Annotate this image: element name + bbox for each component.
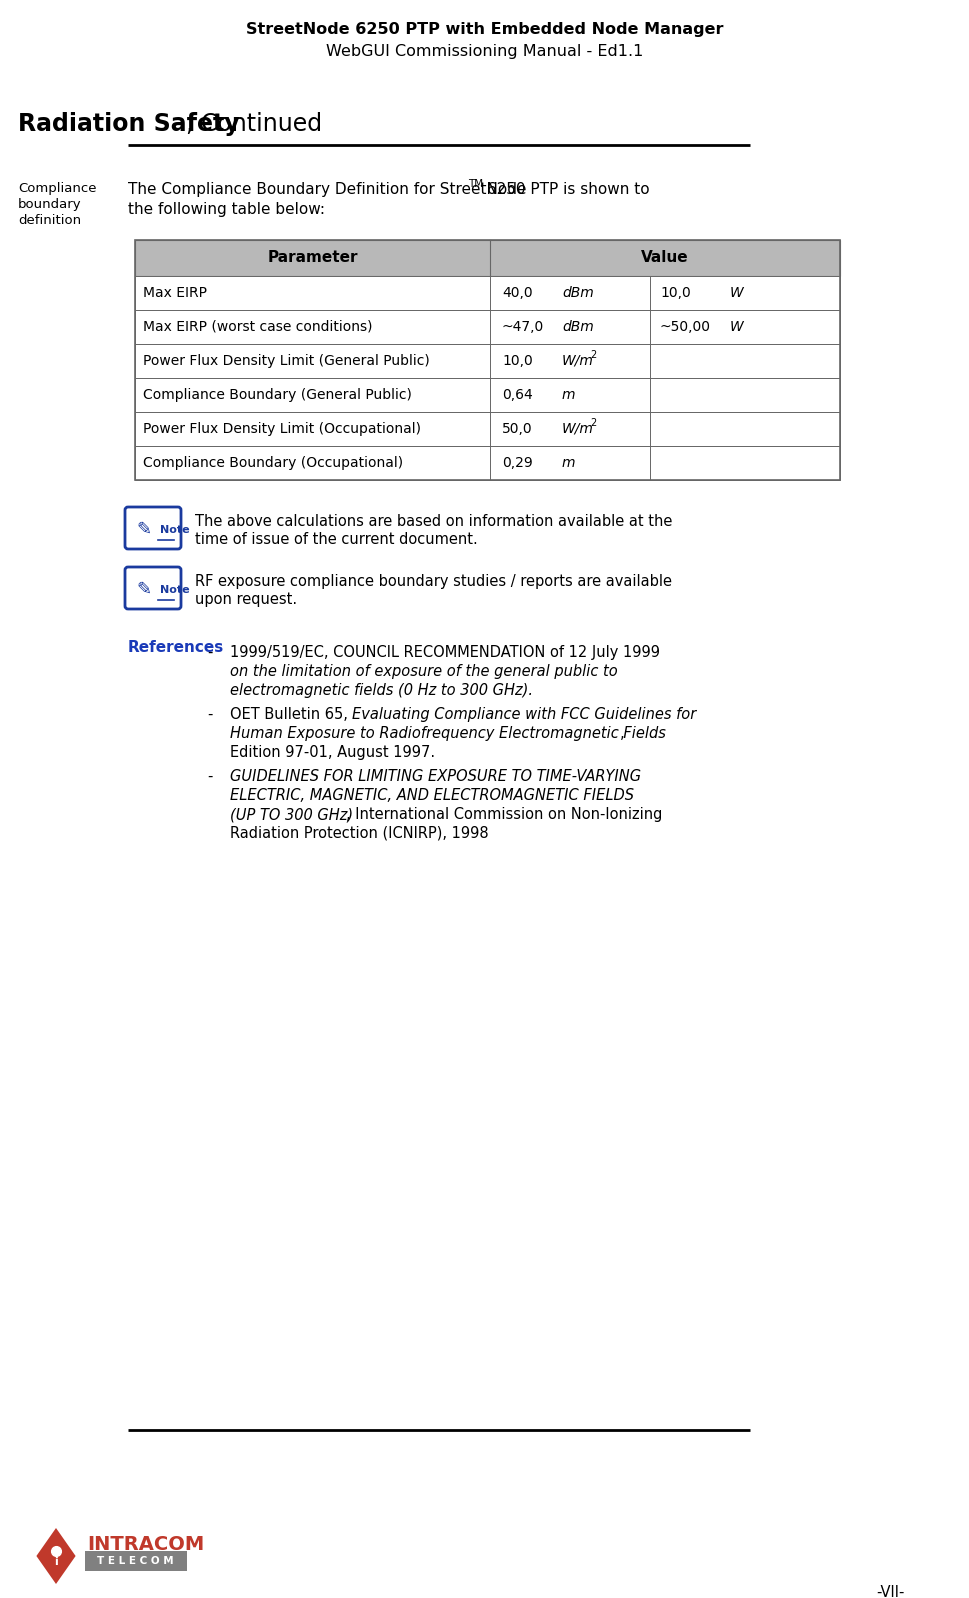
Text: Compliance: Compliance [18, 182, 96, 195]
Text: Parameter: Parameter [267, 251, 358, 265]
Text: References: References [128, 641, 224, 655]
Text: Radiation Safety: Radiation Safety [18, 112, 239, 136]
Text: Max EIRP: Max EIRP [142, 286, 206, 300]
Text: 0,64: 0,64 [502, 388, 532, 403]
Text: m: m [561, 388, 575, 403]
Text: The above calculations are based on information available at the: The above calculations are based on info… [195, 515, 672, 529]
Text: 40,0: 40,0 [502, 286, 532, 300]
Text: W/m: W/m [561, 422, 593, 436]
Text: RF exposure compliance boundary studies / reports are available: RF exposure compliance boundary studies … [195, 574, 672, 590]
Text: 10,0: 10,0 [659, 286, 690, 300]
Text: ~47,0: ~47,0 [502, 320, 544, 334]
Text: -: - [207, 769, 212, 785]
Text: upon request.: upon request. [195, 591, 297, 607]
Text: OET Bulletin 65,: OET Bulletin 65, [230, 706, 352, 722]
FancyBboxPatch shape [135, 240, 839, 276]
Text: 0,29: 0,29 [502, 455, 532, 470]
Text: (UP TO 300 GHz): (UP TO 300 GHz) [230, 807, 353, 821]
FancyBboxPatch shape [135, 379, 839, 412]
Text: m: m [561, 455, 575, 470]
Text: Evaluating Compliance with FCC Guidelines for: Evaluating Compliance with FCC Guideline… [352, 706, 696, 722]
Text: GUIDELINES FOR LIMITING EXPOSURE TO TIME-VARYING: GUIDELINES FOR LIMITING EXPOSURE TO TIME… [230, 769, 641, 785]
Text: -: - [207, 646, 212, 660]
Text: Compliance Boundary (General Public): Compliance Boundary (General Public) [142, 388, 412, 403]
Text: TM: TM [467, 179, 483, 189]
Text: 2: 2 [589, 419, 596, 428]
Text: the following table below:: the following table below: [128, 201, 325, 217]
Text: electromagnetic fields (0 Hz to 300 GHz).: electromagnetic fields (0 Hz to 300 GHz)… [230, 682, 532, 698]
Text: 1999/519/EC, COUNCIL RECOMMENDATION of 12 July 1999: 1999/519/EC, COUNCIL RECOMMENDATION of 1… [230, 646, 659, 660]
Text: ✎: ✎ [137, 521, 151, 539]
FancyBboxPatch shape [125, 567, 181, 609]
Text: ✎: ✎ [137, 582, 151, 599]
FancyBboxPatch shape [135, 412, 839, 446]
Text: ELECTRIC, MAGNETIC, AND ELECTROMAGNETIC FIELDS: ELECTRIC, MAGNETIC, AND ELECTROMAGNETIC … [230, 788, 634, 804]
Text: boundary: boundary [18, 198, 81, 211]
Text: The Compliance Boundary Definition for StreetNode: The Compliance Boundary Definition for S… [128, 182, 526, 197]
Text: StreetNode 6250 PTP with Embedded Node Manager: StreetNode 6250 PTP with Embedded Node M… [246, 22, 723, 37]
Text: W: W [730, 286, 743, 300]
Text: Power Flux Density Limit (General Public): Power Flux Density Limit (General Public… [142, 355, 429, 368]
Text: Radiation Protection (ICNIRP), 1998: Radiation Protection (ICNIRP), 1998 [230, 826, 488, 841]
FancyBboxPatch shape [125, 507, 181, 550]
Text: Note: Note [160, 585, 189, 594]
Text: T E L E C O M: T E L E C O M [97, 1556, 173, 1566]
Text: INTRACOM: INTRACOM [87, 1534, 204, 1553]
Text: , International Commission on Non-Ionizing: , International Commission on Non-Ionizi… [346, 807, 662, 821]
FancyBboxPatch shape [135, 344, 839, 379]
FancyBboxPatch shape [135, 276, 839, 310]
Text: 2: 2 [589, 350, 596, 360]
FancyBboxPatch shape [135, 446, 839, 479]
FancyBboxPatch shape [135, 310, 839, 344]
Text: 6250 PTP is shown to: 6250 PTP is shown to [482, 182, 649, 197]
Text: 50,0: 50,0 [502, 422, 532, 436]
Text: time of issue of the current document.: time of issue of the current document. [195, 532, 478, 547]
Text: dBm: dBm [561, 320, 593, 334]
Text: 10,0: 10,0 [502, 355, 532, 368]
Text: Value: Value [641, 251, 688, 265]
Text: ,: , [619, 725, 624, 741]
Text: Power Flux Density Limit (Occupational): Power Flux Density Limit (Occupational) [142, 422, 421, 436]
Text: , Continued: , Continued [186, 112, 322, 136]
Text: dBm: dBm [561, 286, 593, 300]
Text: WebGUI Commissioning Manual - Ed1.1: WebGUI Commissioning Manual - Ed1.1 [326, 45, 643, 59]
Text: -: - [207, 706, 212, 722]
Text: W/m: W/m [561, 355, 593, 368]
Text: i: i [54, 1556, 58, 1568]
Text: definition: definition [18, 214, 81, 227]
Text: Compliance Boundary (Occupational): Compliance Boundary (Occupational) [142, 455, 403, 470]
Text: Max EIRP (worst case conditions): Max EIRP (worst case conditions) [142, 320, 372, 334]
Text: Human Exposure to Radiofrequency Electromagnetic Fields: Human Exposure to Radiofrequency Electro… [230, 725, 665, 741]
Text: Edition 97-01, August 1997.: Edition 97-01, August 1997. [230, 745, 435, 761]
Text: -VII-: -VII- [875, 1585, 903, 1598]
Text: on the limitation of exposure of the general public to: on the limitation of exposure of the gen… [230, 665, 617, 679]
Text: W: W [730, 320, 743, 334]
FancyBboxPatch shape [84, 1552, 186, 1571]
Text: ~50,00: ~50,00 [659, 320, 710, 334]
Text: Note: Note [160, 526, 189, 535]
Polygon shape [37, 1528, 76, 1584]
